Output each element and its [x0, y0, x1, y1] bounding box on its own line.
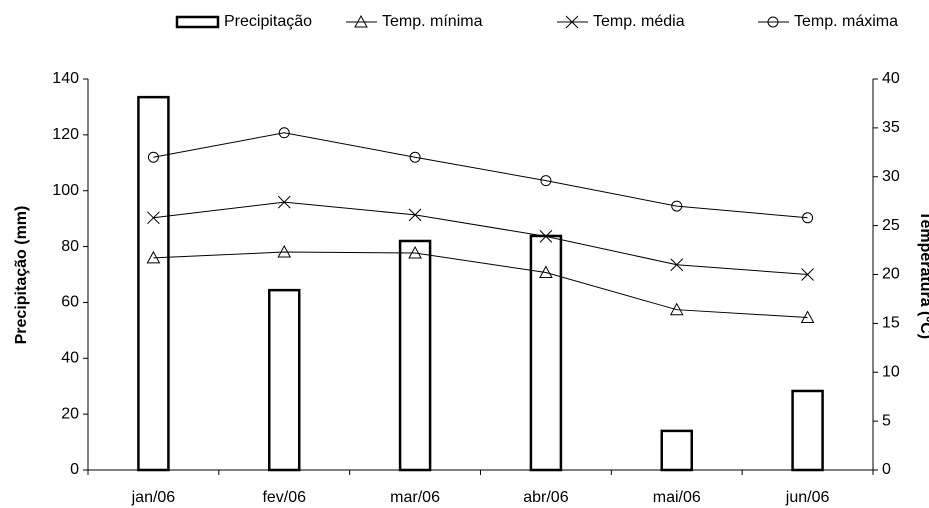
y-tick-label: 40 [61, 350, 79, 367]
y2-tick-label: 40 [882, 70, 900, 87]
y2-tick-label: 20 [882, 266, 900, 283]
y-axis-label: Precipitação (mm) [13, 206, 30, 345]
legend-label: Temp. média [593, 13, 685, 30]
y-tick-label: 140 [52, 70, 79, 87]
point [669, 302, 684, 316]
y-tick-label: 0 [70, 461, 79, 478]
legend-label: Temp. mínima [382, 13, 483, 30]
bar [137, 95, 170, 472]
point [146, 250, 161, 264]
x-tick-label: jun/06 [785, 489, 830, 506]
legend-swatch [175, 15, 220, 29]
bar [660, 429, 693, 472]
point [147, 151, 159, 163]
y2-axis-label: Temperatura (ºC) [917, 211, 929, 339]
y2-tick-label: 15 [882, 315, 900, 332]
line [153, 251, 808, 319]
bar [791, 389, 824, 472]
line [153, 132, 808, 219]
y2-tick-label: 10 [882, 363, 900, 380]
y-tick-label: 20 [61, 405, 79, 422]
legend-label: Temp. máxima [794, 13, 898, 30]
y-tick-label: 120 [52, 126, 79, 143]
point [409, 151, 421, 163]
bar [398, 239, 432, 472]
legend-marker [565, 15, 579, 29]
point [671, 200, 683, 212]
x-tick-label: mar/06 [390, 489, 440, 506]
y2-tick-label: 35 [882, 119, 900, 136]
y2-tick-label: 0 [882, 461, 891, 478]
x-tick-label: fev/06 [262, 489, 306, 506]
y2-tick-label: 25 [882, 217, 900, 234]
y-tick-label: 80 [61, 238, 79, 255]
point [540, 175, 552, 187]
y2-tick-label: 30 [882, 168, 900, 185]
point [539, 265, 553, 279]
bar [268, 288, 301, 472]
point [801, 268, 814, 281]
x-tick-label: jan/06 [131, 489, 176, 506]
line [153, 201, 808, 275]
x-tick-label: mai/06 [653, 489, 701, 506]
point [277, 244, 292, 258]
legend-marker [354, 14, 368, 28]
point [408, 208, 422, 222]
y2-tick-label: 5 [882, 412, 891, 429]
point [670, 258, 684, 272]
point [802, 212, 814, 224]
y-tick-label: 60 [61, 294, 79, 311]
point [147, 211, 160, 225]
point [278, 127, 290, 139]
point [408, 245, 422, 259]
point [277, 195, 291, 209]
point [800, 310, 815, 324]
point [539, 230, 553, 243]
y-tick-label: 100 [52, 182, 79, 199]
legend-marker [767, 16, 779, 28]
legend-label: Precipitação [224, 13, 312, 30]
x-tick-label: abr/06 [523, 489, 568, 506]
